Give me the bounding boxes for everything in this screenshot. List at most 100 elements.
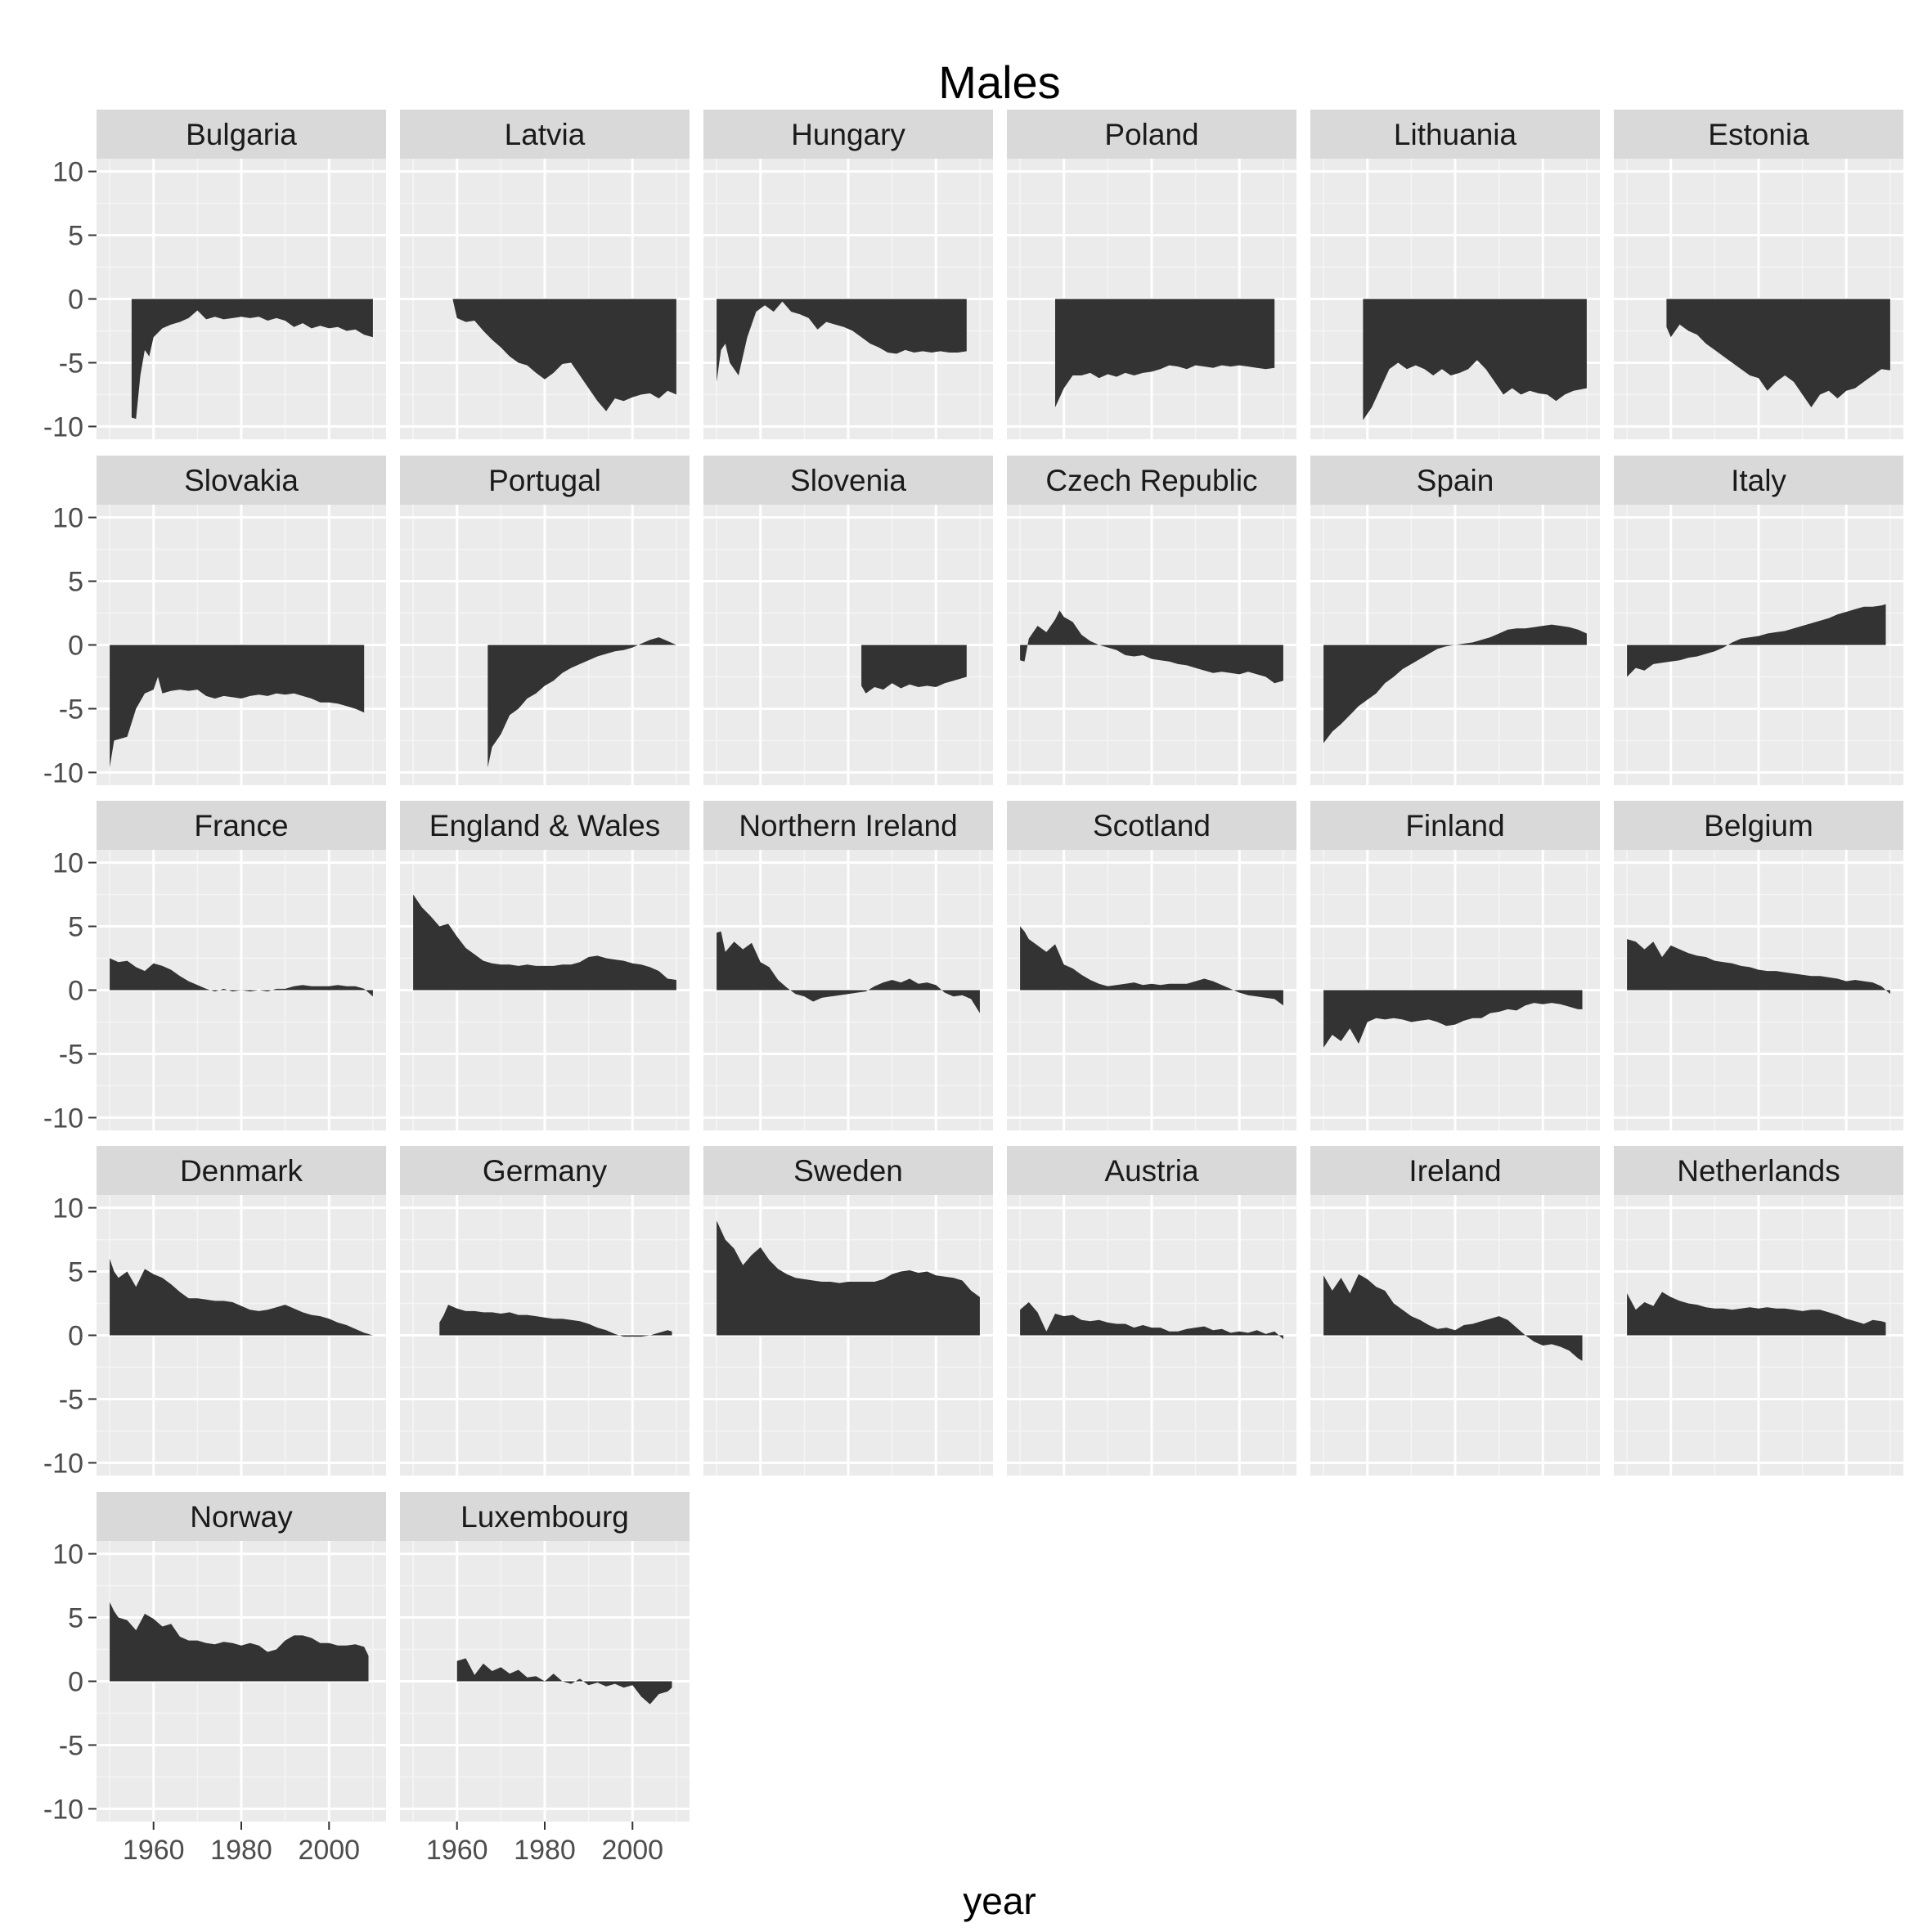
area-series	[861, 645, 967, 694]
facet-strip-label: Latvia	[505, 118, 586, 151]
panel-ireland: Ireland	[1310, 1146, 1600, 1476]
y-tick-label: -5	[59, 348, 83, 379]
area-series	[439, 1305, 672, 1337]
facet-strip-label: Finland	[1405, 809, 1504, 842]
y-tick-label: -10	[43, 1794, 83, 1825]
y-tick-label: -5	[59, 1730, 83, 1761]
facet-strip-label: Sweden	[793, 1154, 903, 1188]
panel-england-wales: England & Wales	[400, 801, 690, 1130]
panel-hungary: Hungary	[703, 110, 993, 439]
y-tick-label: 10	[52, 503, 83, 534]
facet-strip	[1614, 1146, 1903, 1195]
panel-bulgaria: Bulgaria -10 -5 0 5 10	[43, 110, 386, 443]
x-tick-label: 1980	[210, 1835, 272, 1866]
panel-norway: Norway -10 -5 0 5 10 1960 1980 2000	[43, 1492, 386, 1866]
facet-strip	[400, 456, 690, 505]
area-series	[110, 645, 365, 768]
x-tick-label: 1980	[514, 1835, 576, 1866]
facet-strip-label: Estonia	[1708, 118, 1809, 151]
facet-strip-label: Slovenia	[790, 464, 906, 497]
panel-austria: Austria	[1007, 1146, 1296, 1476]
panel-slovakia: Slovakia -10 -5 0 5 10	[43, 456, 386, 789]
y-tick-label: 0	[68, 285, 83, 316]
facet-strip-label: Czech Republic	[1045, 464, 1257, 497]
area-series	[1666, 299, 1890, 407]
facet-strip	[400, 110, 690, 159]
area-series	[717, 299, 967, 382]
y-tick-label: -5	[59, 1039, 83, 1070]
panel-spain: Spain	[1310, 456, 1600, 785]
panel-portugal: Portugal	[400, 456, 690, 785]
area-series	[110, 1259, 373, 1336]
facet-strip	[1614, 456, 1903, 505]
facet-strip-label: Norway	[190, 1500, 293, 1534]
panel-luxembourg: Luxembourg 1960 1980 2000	[400, 1492, 690, 1866]
facet-strip	[703, 1146, 993, 1195]
panel-finland: Finland	[1310, 801, 1600, 1130]
y-tick-label: 5	[68, 221, 83, 252]
y-tick-label: 5	[68, 912, 83, 943]
facet-strip	[97, 1492, 386, 1541]
area-series	[717, 1220, 980, 1336]
facet-strip-label: Luxembourg	[461, 1500, 629, 1534]
panel-latvia: Latvia	[400, 110, 690, 439]
facet-strip	[1310, 801, 1600, 850]
facet-strip-label: Bulgaria	[186, 118, 297, 151]
facet-strip-label: Denmark	[180, 1154, 303, 1188]
y-tick-label: 5	[68, 1603, 83, 1634]
facet-strip-label: Lithuania	[1394, 118, 1517, 151]
y-tick-label: 0	[68, 1667, 83, 1698]
facet-strip	[1614, 801, 1903, 850]
y-tick-label: 0	[68, 1321, 83, 1352]
y-tick-label: 10	[52, 848, 83, 879]
y-tick-label: 0	[68, 976, 83, 1007]
panel-lithuania: Lithuania	[1310, 110, 1600, 439]
y-tick-label: 0	[68, 631, 83, 662]
y-tick-label: 5	[68, 1257, 83, 1288]
panel-sweden: Sweden	[703, 1146, 993, 1476]
area-series	[1055, 299, 1275, 407]
y-tick-label: 5	[68, 567, 83, 598]
facet-strip	[1310, 1146, 1600, 1195]
area-series	[717, 931, 980, 1013]
panel-france: France -10 -5 0 5 10	[43, 801, 386, 1134]
area-series	[1627, 604, 1886, 677]
panel-scotland: Scotland	[1007, 801, 1296, 1130]
facet-strip-label: Northern Ireland	[739, 809, 957, 842]
area-series	[487, 637, 676, 768]
facet-strip	[1310, 110, 1600, 159]
area-series	[1020, 610, 1283, 684]
facet-strip-label: Austria	[1104, 1154, 1199, 1188]
facet-strip-label: Hungary	[791, 118, 905, 151]
facet-strip	[703, 456, 993, 505]
facet-strip-label: Spain	[1417, 464, 1494, 497]
x-axis-title: year	[963, 1880, 1036, 1922]
facet-strip-label: Netherlands	[1677, 1154, 1840, 1188]
panel-netherlands: Netherlands	[1614, 1146, 1903, 1476]
facet-strip-label: France	[194, 809, 288, 842]
panel-denmark: Denmark -10 -5 0 5 10	[43, 1146, 386, 1479]
x-tick-label: 2000	[298, 1835, 360, 1866]
y-tick-label: -10	[43, 1448, 83, 1479]
facet-strip	[400, 1146, 690, 1195]
facet-strip	[1007, 110, 1296, 159]
y-tick-label: 10	[52, 1193, 83, 1224]
panel-belgium: Belgium	[1614, 801, 1903, 1130]
facet-strip-label: Germany	[483, 1154, 608, 1188]
facet-strip	[1310, 456, 1600, 505]
facet-strip	[400, 801, 690, 850]
y-tick-label: -5	[59, 1384, 83, 1415]
area-series	[1323, 1274, 1583, 1361]
facet-strip-label: Slovakia	[184, 464, 299, 497]
facet-strip	[97, 110, 386, 159]
facet-strip	[703, 801, 993, 850]
facet-strip	[97, 1146, 386, 1195]
area-series	[456, 1658, 672, 1705]
facet-strip-label: Portugal	[488, 464, 601, 497]
chart-title: Males	[938, 56, 1060, 108]
y-tick-label: -5	[59, 694, 83, 725]
facet-strip-label: Ireland	[1409, 1154, 1501, 1188]
panel-northern-ireland: Northern Ireland	[703, 801, 993, 1130]
facet-strip	[1614, 110, 1903, 159]
